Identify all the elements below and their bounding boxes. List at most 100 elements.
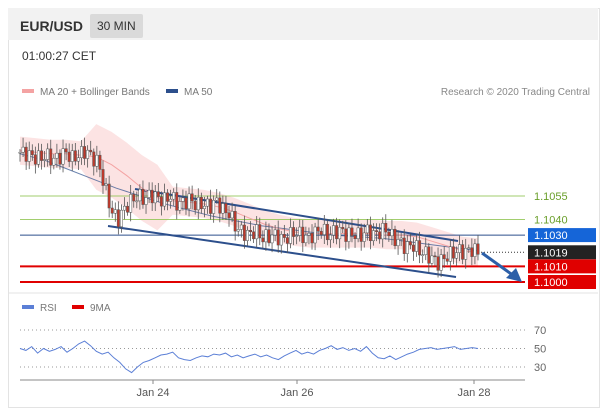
candle [319,227,323,239]
candle-body [411,244,415,252]
candle-body [258,224,262,239]
candle [126,201,130,216]
candle-body [436,256,440,271]
candle [215,189,219,204]
candle [104,177,108,191]
candle-body [390,228,394,237]
candle-body [76,157,80,162]
candle-body [396,239,400,247]
candle-body [442,254,446,260]
candle-body [264,229,268,243]
candle-body [92,151,96,167]
candle-body [233,210,237,232]
level-label-1.1030: 1.1030 [534,230,568,242]
candle [147,182,151,203]
candle [285,232,289,253]
candle-body [307,232,311,236]
candle [153,185,157,211]
candle-body [86,149,90,159]
candle-body [193,200,197,211]
candle-body [418,240,422,256]
candle [110,200,114,219]
candle [89,140,93,156]
candle [473,239,477,265]
candle [464,238,468,269]
candle-body [83,146,87,159]
candle-body [196,196,200,211]
chart-frame [8,8,600,408]
level-label-1.1000: 1.1000 [534,277,568,289]
candle [347,222,351,249]
candle-body [448,246,452,262]
candle [387,227,391,242]
candle [350,218,354,243]
candle [116,201,120,235]
candle-body [61,148,65,165]
channel-lower-line [107,225,457,278]
candle [212,195,216,223]
candle [239,221,243,238]
candle-body [147,189,151,198]
ma20-swatch [22,89,34,94]
candle-body [135,200,139,203]
candle [276,220,280,253]
candle-body [224,203,228,214]
credit-text: Research © 2020 Trading Central [440,87,590,98]
candle [156,182,160,203]
candle-body [98,154,102,170]
forecast-arrow-shaft [481,251,515,278]
candle [252,226,256,243]
candle-body [359,227,363,242]
rsi-swatch [22,305,34,310]
candle [141,180,145,209]
candle [461,239,465,265]
candle-body [421,254,425,256]
candle [411,237,415,261]
candle [270,226,274,253]
candle-body [273,229,277,236]
candle [448,239,452,271]
candle [246,226,249,247]
candle [362,223,366,248]
candle-body [123,205,126,211]
candle [273,225,277,242]
candle [206,195,209,214]
candle [58,149,62,170]
ma50-swatch [166,89,178,94]
candle-body [230,210,234,219]
candle-body [107,183,111,209]
candle-body [70,150,74,162]
candle-body [289,227,292,244]
candle-body [218,197,222,214]
candle-body [430,255,434,264]
candle-body [387,231,391,237]
candle [405,235,409,263]
candle [390,219,394,246]
candle-body [236,229,240,232]
candle [86,145,90,168]
candle-body [476,243,480,255]
candle-body [132,194,136,202]
rsi-level-label-50: 50 [534,344,546,356]
candle-body [350,227,354,236]
candle-body [212,200,216,214]
candle [224,195,228,221]
timeframe-button[interactable]: 30 MIN [90,14,143,38]
candle [21,137,25,158]
candle-body [304,234,308,244]
candle [353,232,357,248]
candle [264,221,268,251]
candle [267,223,271,247]
candle-body [116,209,120,227]
candle [365,219,369,241]
candle-body [415,240,418,252]
candle [67,143,71,168]
candle-body [169,198,173,202]
candle-body [372,230,375,242]
candle-body [190,193,194,202]
candle-body [33,154,37,165]
candle-body [144,197,148,205]
candle [402,229,406,261]
candle-body [455,252,458,259]
candle [95,145,99,173]
